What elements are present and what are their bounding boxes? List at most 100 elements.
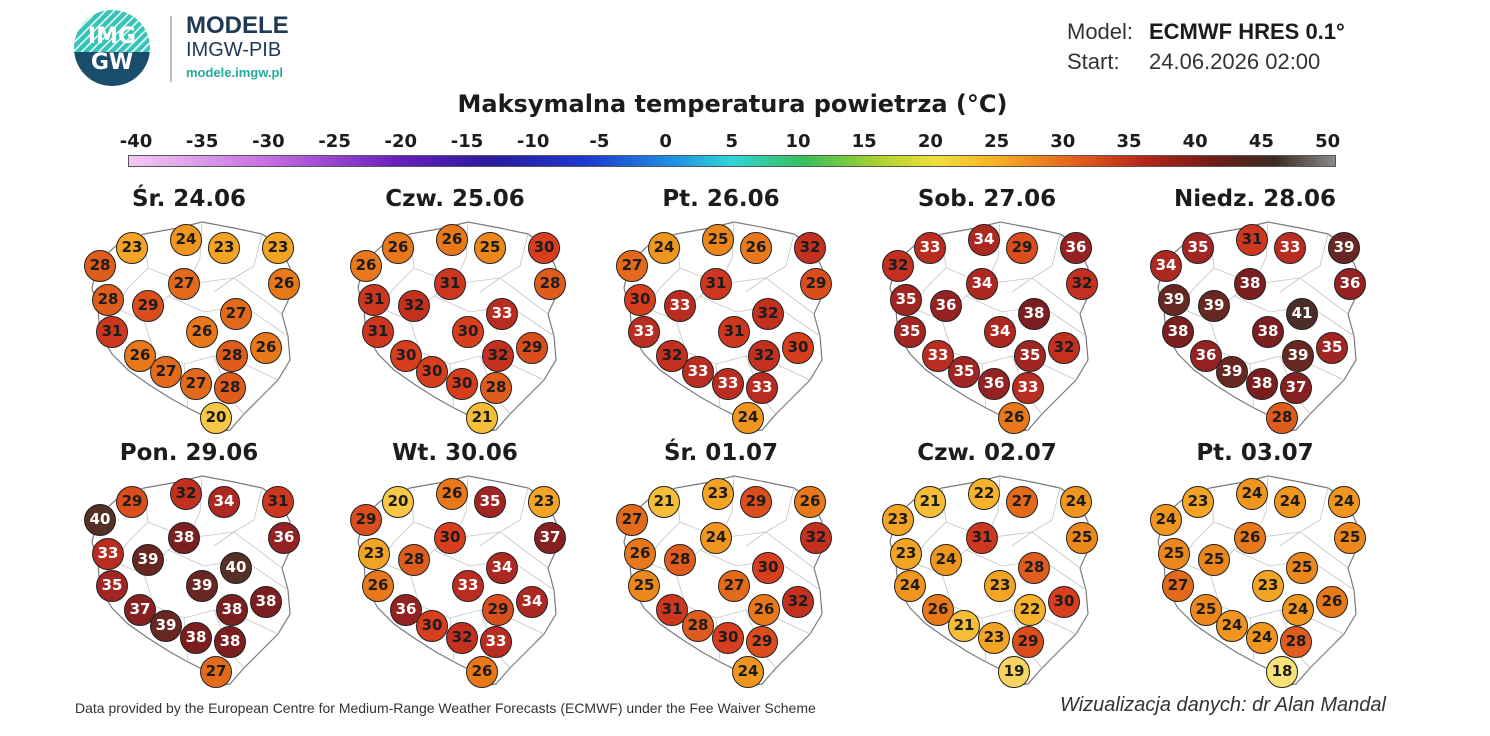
colorbar-tick: -10 xyxy=(516,131,550,152)
temperature-badge: 39 xyxy=(1216,356,1248,388)
temperature-badge: 29 xyxy=(116,486,148,518)
colorbar-labels: -40 -35 -30 -25 -20 -15 -10 -5 0 5 10 15 20 25 30 35 40 4… xyxy=(0,131,1490,155)
temperature-badge: 35 xyxy=(948,356,980,388)
temperature-badge: 28 xyxy=(1018,552,1050,584)
logo-divider xyxy=(170,16,172,82)
emblem-bottom-text: GW xyxy=(90,50,134,75)
colorbar-tick: -25 xyxy=(318,131,351,152)
temperature-badge: 24 xyxy=(1216,610,1248,642)
temperature-badge: 22 xyxy=(968,478,1000,510)
temperature-badge: 39 xyxy=(1198,290,1230,322)
region-border xyxy=(679,521,815,569)
colorbar-tick: -40 xyxy=(119,131,153,152)
region-border xyxy=(1279,233,1329,293)
temperature-badge: 32 xyxy=(782,586,814,618)
temperature-badge: 29 xyxy=(516,332,548,364)
temperature-badge: 27 xyxy=(616,504,648,536)
temperature-badge: 34 xyxy=(966,268,998,300)
temperature-badge: 30 xyxy=(528,232,560,264)
temperature-badge: 26 xyxy=(466,656,498,688)
temperature-badge: 32 xyxy=(1066,268,1098,300)
temperature-badge: 38 xyxy=(180,622,212,654)
temperature-badge: 26 xyxy=(268,268,300,300)
colorbar-tick: 10 xyxy=(785,131,811,152)
temperature-badge: 30 xyxy=(434,522,466,554)
temperature-badge: 27 xyxy=(718,570,750,602)
colorbar-tick: -15 xyxy=(450,131,484,152)
temperature-badge: 30 xyxy=(416,610,448,642)
temperature-badge: 33 xyxy=(480,626,512,658)
temperature-badge: 23 xyxy=(1182,486,1214,518)
colorbar xyxy=(128,155,1336,167)
temperature-badge: 35 xyxy=(1014,340,1046,372)
temperature-badge: 20 xyxy=(382,486,414,518)
temperature-badge: 31 xyxy=(1236,224,1268,256)
temperature-badge: 26 xyxy=(748,594,780,626)
region-border xyxy=(1213,521,1349,569)
temperature-badge: 23 xyxy=(262,232,294,264)
temperature-badge: 28 xyxy=(214,372,246,404)
temperature-badge: 23 xyxy=(528,486,560,518)
region-border xyxy=(479,487,529,547)
temperature-badge: 26 xyxy=(186,316,218,348)
temperature-badge: 32 xyxy=(748,340,780,372)
model-info: Model: ECMWF HRES 0.1° Start: 24.06.2026 0… xyxy=(1067,17,1345,77)
temperature-badge: 23 xyxy=(358,538,390,570)
region-border xyxy=(745,233,795,293)
map-title: Maksymalna temperatura powietrza (°C) xyxy=(457,90,1008,118)
temperature-badge: 23 xyxy=(208,232,240,264)
temperature-badge: 26 xyxy=(250,332,282,364)
region-border xyxy=(147,521,283,569)
temperature-badge: 33 xyxy=(92,538,124,570)
region-border xyxy=(413,267,549,315)
temperature-badge: 28 xyxy=(92,284,124,316)
colorbar-tick: 25 xyxy=(984,131,1010,152)
panel-date: Sob. 27.06 xyxy=(917,186,1057,212)
temperature-badge: 34 xyxy=(1150,250,1182,282)
region-border xyxy=(1213,267,1349,315)
temperature-badge: 24 xyxy=(1060,486,1092,518)
colorbar-tick: 45 xyxy=(1248,131,1274,152)
temperature-badge: 33 xyxy=(664,290,696,322)
region-border xyxy=(213,487,263,547)
colorbar-tick: -35 xyxy=(185,131,219,152)
colorbar-tick: 30 xyxy=(1050,131,1076,152)
logo-url[interactable]: modele.imgw.pl xyxy=(186,65,284,80)
colorbar-tick: 35 xyxy=(1116,131,1142,152)
temperature-badge: 27 xyxy=(168,268,200,300)
temperature-badge: 30 xyxy=(416,356,448,388)
model-label: Model: xyxy=(1067,19,1134,44)
temperature-badge: 36 xyxy=(268,522,300,554)
region-border xyxy=(213,233,263,293)
colorbar-tick: -30 xyxy=(252,131,285,152)
temperature-badge: 21 xyxy=(648,486,680,518)
temperature-badge: 24 xyxy=(1282,594,1314,626)
temperature-badge: 24 xyxy=(732,402,764,434)
temperature-badge: 28 xyxy=(1280,626,1312,658)
temperature-badge: 31 xyxy=(718,316,750,348)
temperature-badge: 26 xyxy=(436,224,468,256)
temperature-badge: 38 xyxy=(216,594,248,626)
temperature-badge: 32 xyxy=(482,340,514,372)
temperature-badge: 38 xyxy=(1018,298,1050,330)
temperature-badge: 36 xyxy=(1060,232,1092,264)
region-border xyxy=(479,233,529,293)
temperature-badge: 34 xyxy=(968,224,1000,256)
temperature-badge: 27 xyxy=(220,298,252,330)
author-credit: Wizualizacja danych: dr Alan Mandal xyxy=(1060,694,1386,716)
temperature-badge: 26 xyxy=(624,538,656,570)
temperature-badge: 32 xyxy=(800,522,832,554)
forecast-panel: Śr. 24.06 23 24 23 23 28 26 27 28 29 27 31 26 26 28 26 2… xyxy=(84,186,328,448)
temperature-badge: 35 xyxy=(894,316,926,348)
region-border xyxy=(945,267,1081,315)
temperature-badge: 24 xyxy=(700,522,732,554)
forecast-panel: Wt. 30.06 20 26 35 23 29 37 30 23 28 34 26 33 34 29 36 3… xyxy=(350,440,594,702)
temperature-badge: 38 xyxy=(168,522,200,554)
temperature-badge: 37 xyxy=(534,522,566,554)
temperature-badge: 28 xyxy=(682,610,714,642)
temperature-badge: 22 xyxy=(1014,594,1046,626)
forecast-panel: Śr. 01.07 21 23 29 26 27 32 24 26 28 30 25 27 32 26 31 2… xyxy=(616,440,860,702)
temperature-badge: 26 xyxy=(350,250,382,282)
temperature-badge: 38 xyxy=(1246,368,1278,400)
panel-date: Pt. 26.06 xyxy=(662,186,780,212)
